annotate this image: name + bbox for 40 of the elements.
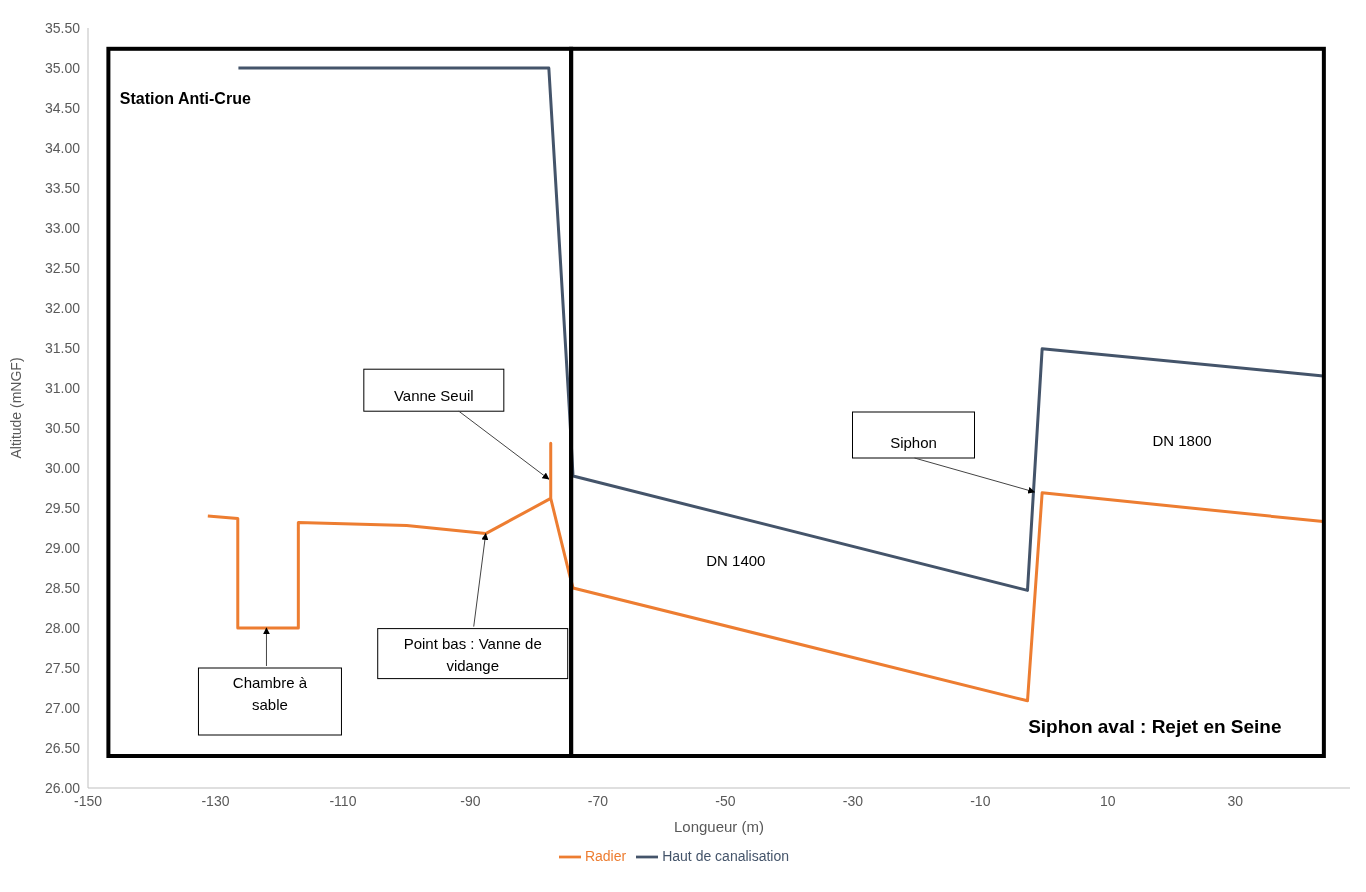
y-tick-label: 30.00 [44,459,81,476]
y-tick-label: 27.00 [44,699,81,716]
y-tick-label: 29.50 [44,499,81,516]
y-axis-title: Altitude (mNGF) [7,357,24,459]
x-tick-label: -130 [201,792,230,809]
y-tick-label: 32.50 [44,259,81,276]
annotation: Station Anti-Crue [119,90,251,109]
y-tick-label: 33.00 [44,219,81,236]
y-tick-label: 28.00 [44,619,81,636]
y-tick-label: 35.50 [44,19,81,36]
y-tick-label: 34.00 [44,139,81,156]
legend-label: Haut de canalisation [662,847,790,864]
y-tick-label: 29.00 [44,539,81,556]
y-tick-label: 32.00 [44,299,81,316]
y-tick-label: 30.50 [44,419,81,436]
annotation: Vanne Seuil [393,386,474,407]
annotation: DN 1800 [1152,432,1212,449]
legend-label: Radier [584,847,627,864]
x-tick-label: -30 [842,792,864,809]
y-tick-label: 26.50 [44,739,81,756]
x-tick-label: -50 [715,792,736,809]
y-tick-label: 31.00 [44,379,81,396]
annotation: DN 1400 [706,552,766,569]
annotation: Chambre à sable [231,673,309,715]
x-tick-label: -10 [970,792,991,809]
annotation: Siphon [890,433,937,453]
y-tick-label: 35.00 [44,59,81,76]
annotation: Siphon aval : Rejet en Seine [1028,716,1282,738]
y-tick-label: 28.50 [44,579,81,596]
x-tick-label: -90 [460,792,481,809]
x-tick-label: -70 [587,792,609,809]
y-tick-label: 31.50 [44,339,81,356]
annotation: Point bas : Vanne de vidange [402,633,543,676]
y-tick-label: 34.50 [44,99,81,116]
x-tick-label: 30 [1227,792,1244,809]
y-tick-label: 33.50 [44,179,81,196]
x-tick-label: 10 [1100,792,1116,809]
x-axis-title: Longueur (m) [673,818,765,835]
y-tick-label: 27.50 [44,659,81,676]
x-tick-label: -110 [329,792,357,809]
